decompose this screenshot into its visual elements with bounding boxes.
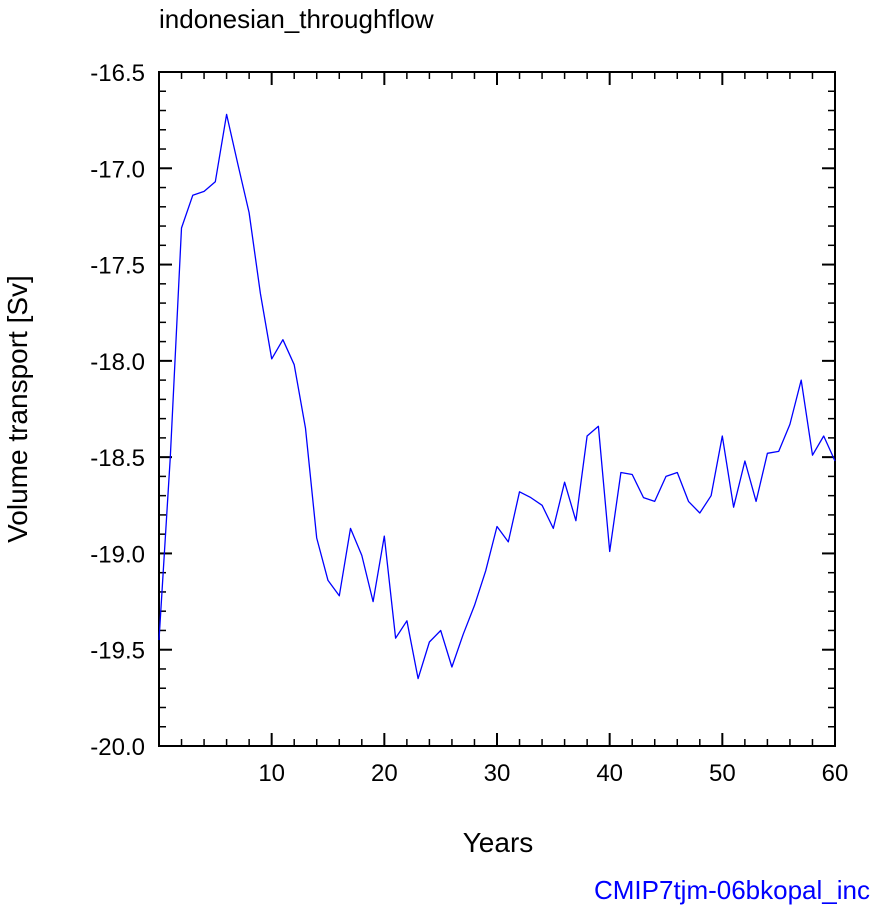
major-ticks [159,71,836,747]
y-tick-label: -19.5 [90,638,145,665]
series-line [158,113,836,680]
y-tick-label: -17.0 [90,156,145,183]
minor-ticks [159,72,835,746]
y-tick-label: -19.0 [90,541,145,568]
x-tick-label: 60 [822,760,849,787]
y-tick-label: -18.5 [90,445,145,472]
y-tick-labels: -16.5 -17.0 -17.5 -18.0 -18.5 -19.0 -19.5 -20.0 [90,60,145,761]
y-tick-label: -16.5 [90,60,145,87]
x-tick-label: 20 [371,760,398,787]
y-tick-label: -20.0 [90,734,145,761]
y-axis-title: Volume transport [Sv] [2,275,33,543]
x-tick-labels: 10 20 30 40 50 60 [258,760,848,787]
x-tick-label: 40 [596,760,623,787]
x-tick-label: 10 [258,760,285,787]
y-tick-label: -17.5 [90,253,145,280]
plot-frame [158,71,836,747]
x-tick-label: 50 [709,760,736,787]
chart-title: indonesian_throughflow [159,4,434,34]
y-tick-label: -18.0 [90,349,145,376]
footer-label: CMIP7tjm-06bkopal_inc [594,875,870,905]
x-axis-title: Years [463,827,534,858]
x-tick-label: 30 [484,760,511,787]
